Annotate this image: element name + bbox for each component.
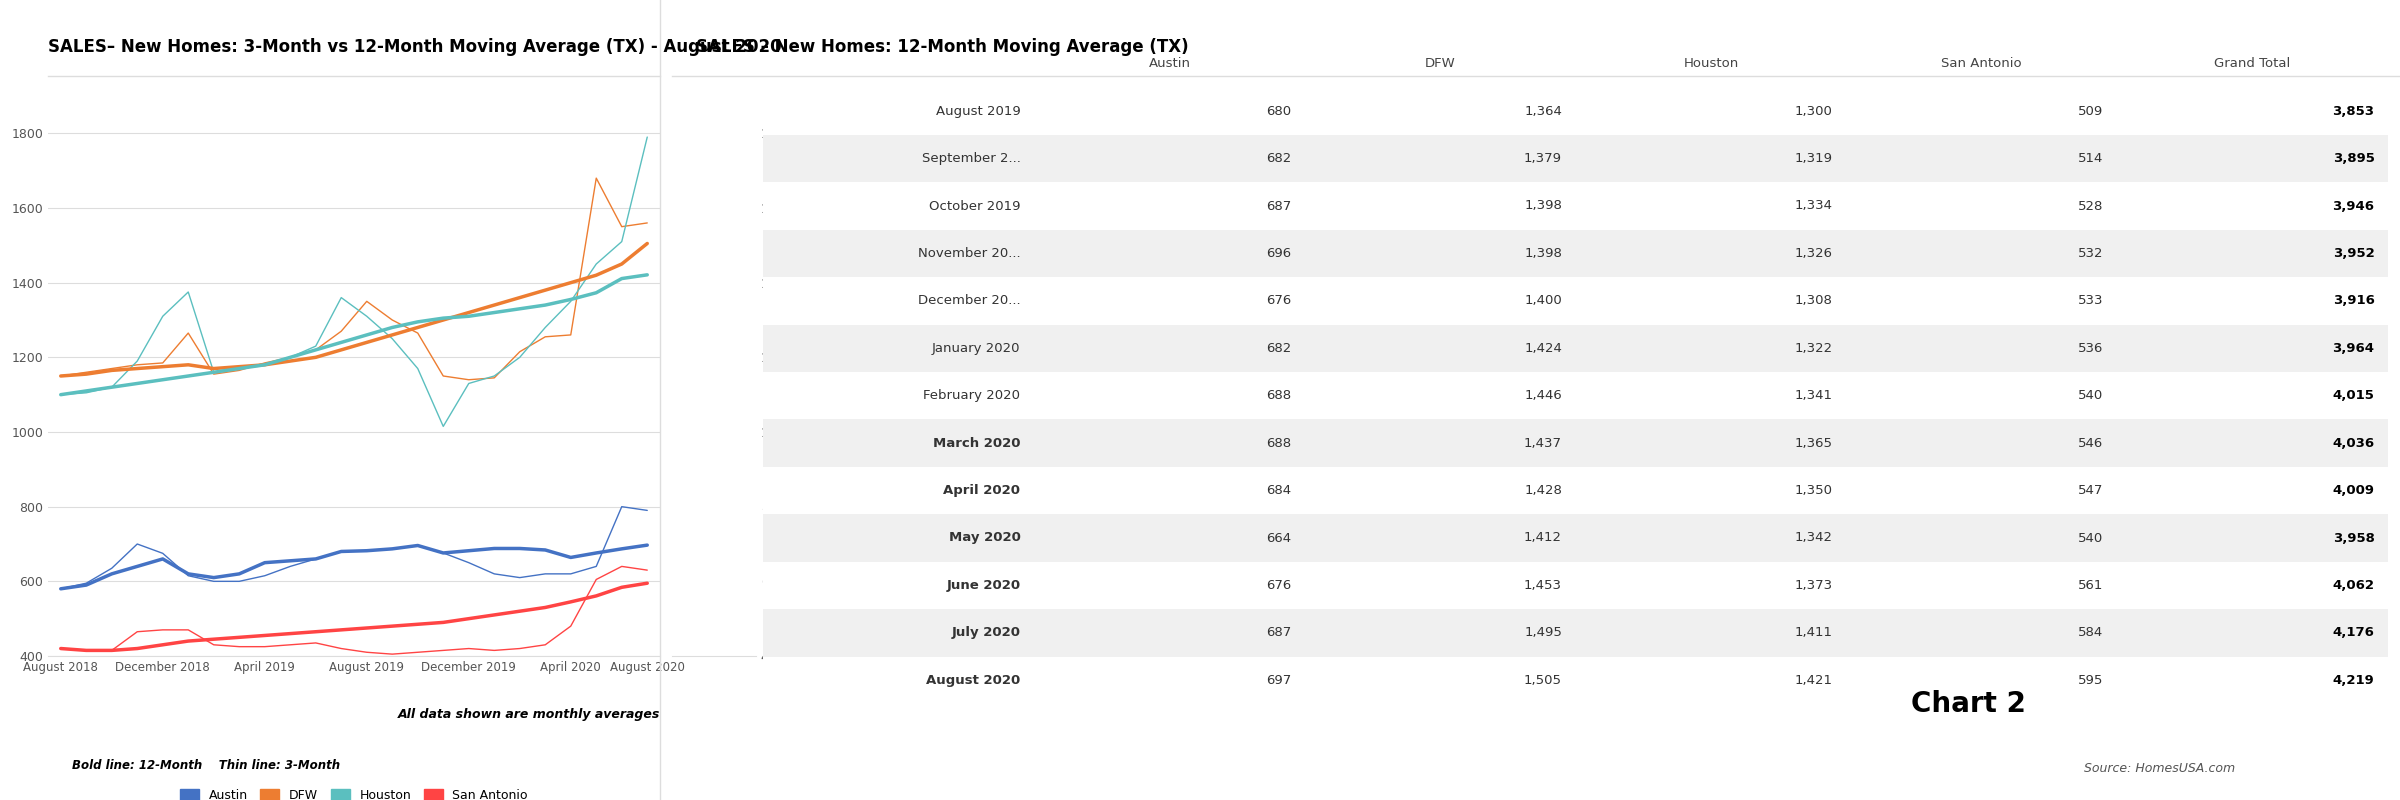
Text: SALES – New Homes: 12-Month Moving Average (TX): SALES – New Homes: 12-Month Moving Avera… xyxy=(696,38,1188,56)
Text: SALES– New Homes: 3-Month vs 12-Month Moving Average (TX) - August 2020: SALES– New Homes: 3-Month vs 12-Month Mo… xyxy=(48,38,782,56)
Text: Chart 2: Chart 2 xyxy=(1910,690,2026,718)
Text: Source: HomesUSA.com: Source: HomesUSA.com xyxy=(2086,762,2234,774)
Legend: Austin, DFW, Houston, San Antonio: Austin, DFW, Houston, San Antonio xyxy=(175,783,533,800)
Text: All data shown are monthly averages: All data shown are monthly averages xyxy=(398,708,660,721)
Text: Bold line: 12-Month    Thin line: 3-Month: Bold line: 12-Month Thin line: 3-Month xyxy=(72,759,341,772)
